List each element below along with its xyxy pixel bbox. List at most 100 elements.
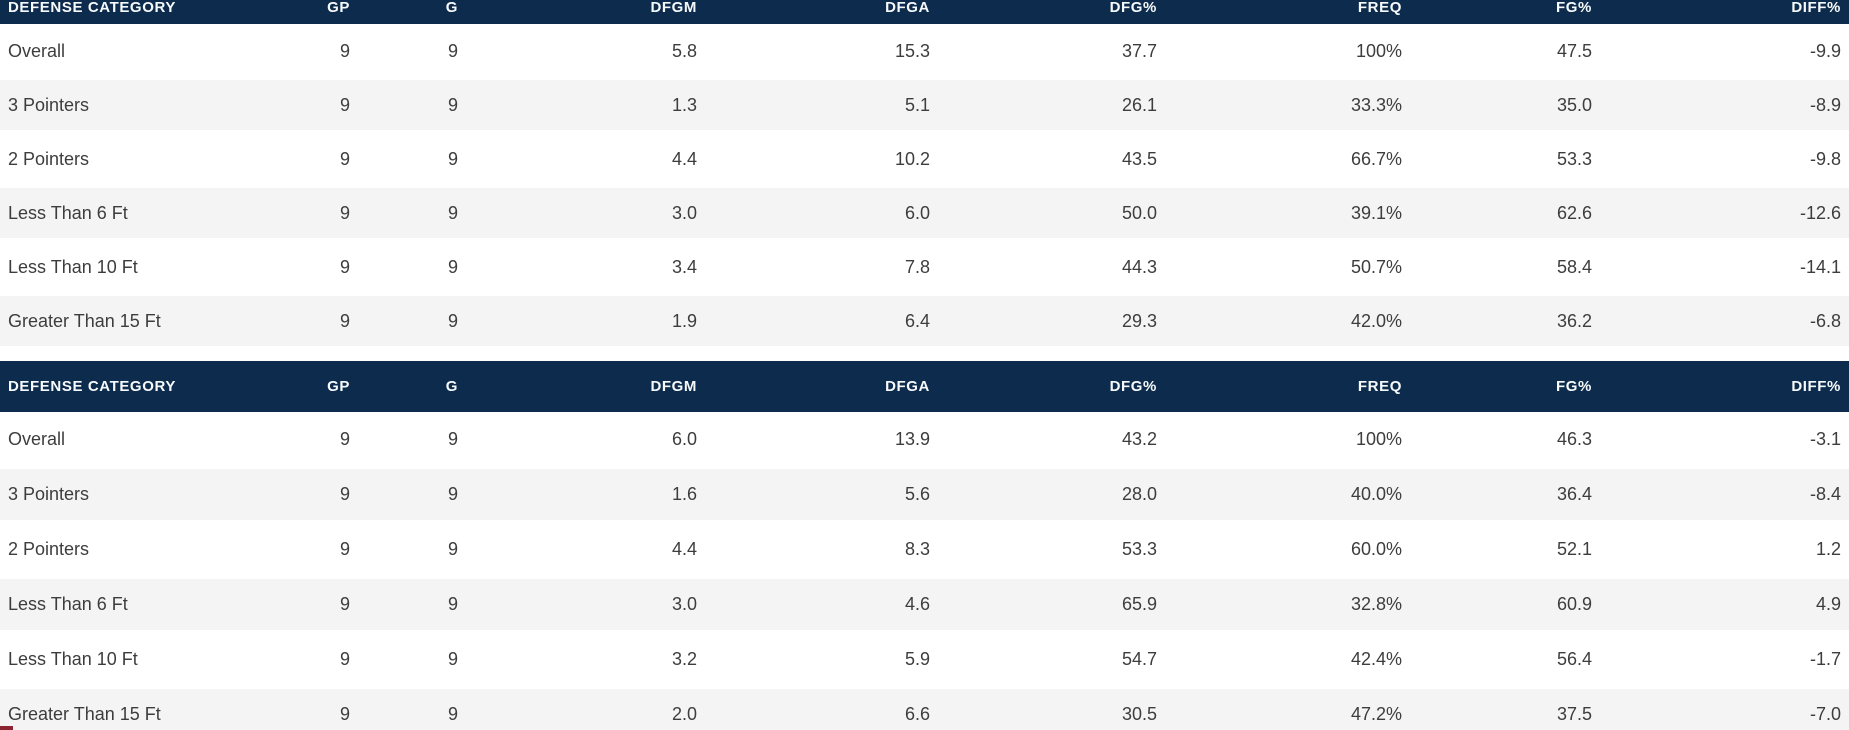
header-cell-dfg-[interactable]: DFG% [1109, 378, 1157, 395]
table-row: 3 Pointers 9 9 1.6 5.6 28.0 40.0% 36.4 -8.4 [0, 467, 1849, 522]
header-cell-dfgm[interactable]: DFGM [650, 0, 697, 16]
stat-cell: 9 [447, 539, 458, 559]
header-cell-defense-category[interactable]: DEFENSE CATEGORY [8, 378, 176, 395]
stat-cell: 9 [447, 704, 458, 724]
stat-cell: -12.6 [1799, 202, 1841, 223]
stat-cell: 9 [447, 649, 458, 669]
stat-cell: 50.0 [1121, 202, 1157, 223]
category-cell: 3 Pointers [8, 484, 90, 504]
header-cell-defense-category[interactable]: DEFENSE CATEGORY [8, 0, 176, 16]
stat-cell: 9 [447, 148, 458, 169]
category-cell: Less Than 10 Ft [8, 649, 138, 669]
table-row: 3 Pointers 9 9 1.3 5.1 26.1 33.3% 35.0 -8.9 [0, 78, 1849, 132]
category-cell: Greater Than 15 Ft [8, 704, 161, 724]
table-row: Overall 9 9 6.0 13.9 43.2 100% 46.3 -3.1 [0, 412, 1849, 467]
stat-cell: 9 [447, 310, 458, 331]
stat-cell: 42.0% [1350, 310, 1402, 331]
header-cell-gp[interactable]: GP [327, 378, 350, 395]
stat-cell: -14.1 [1799, 256, 1841, 277]
stat-cell: 9 [339, 594, 350, 614]
stat-cell: 9 [339, 484, 350, 504]
stat-cell: 46.3 [1556, 429, 1592, 449]
stat-cell: 3.0 [671, 594, 697, 614]
stat-cell: 60.0% [1350, 539, 1402, 559]
stat-cell: 100% [1355, 429, 1402, 449]
header-cell-g[interactable]: G [445, 378, 458, 395]
stat-cell: 9 [447, 594, 458, 614]
stat-cell: 29.3 [1121, 310, 1157, 331]
table-row: Greater Than 15 Ft 9 9 1.9 6.4 29.3 42.0% 36.2 -… [0, 294, 1849, 348]
stat-cell: 60.9 [1556, 594, 1592, 614]
stat-cell: 3.4 [671, 256, 697, 277]
stat-cell: -8.4 [1809, 484, 1841, 504]
stat-cell: 6.0 [904, 202, 930, 223]
table-row: Less Than 6 Ft 9 9 3.0 4.6 65.9 32.8% 60.9 4.9 [0, 577, 1849, 632]
category-cell: Less Than 6 Ft [8, 594, 128, 614]
stat-cell: 47.2% [1350, 704, 1402, 724]
stat-cell: 9 [339, 649, 350, 669]
stat-cell: 9 [447, 202, 458, 223]
stat-cell: 36.2 [1556, 310, 1592, 331]
stat-cell: 9 [339, 40, 350, 61]
header-cell-dfgm[interactable]: DFGM [650, 378, 697, 395]
category-cell: 2 Pointers [8, 539, 90, 559]
stat-cell: 37.7 [1121, 40, 1157, 61]
stat-cell: -7.0 [1809, 704, 1841, 724]
stat-cell: 10.2 [894, 148, 930, 169]
header-cell-dfg-[interactable]: DFG% [1109, 0, 1157, 16]
header-cell-fg-[interactable]: FG% [1556, 0, 1592, 16]
header-cell-dfga[interactable]: DFGA [885, 0, 930, 16]
header-cell-gp[interactable]: GP [327, 0, 350, 16]
stat-cell: -1.7 [1809, 649, 1841, 669]
corner-accent [0, 726, 13, 730]
stat-cell: 54.7 [1121, 649, 1157, 669]
stat-cell: 30.5 [1121, 704, 1157, 724]
stat-cell: 42.4% [1350, 649, 1402, 669]
table-header-row: DEFENSE CATEGORY GP G DFGM DFGA DFG% FREQ FG% DI… [0, 0, 1849, 24]
stat-cell: 50.7% [1350, 256, 1402, 277]
header-cell-dfga[interactable]: DFGA [885, 378, 930, 395]
stat-cell: 9 [447, 256, 458, 277]
stat-cell: 7.8 [904, 256, 930, 277]
stat-cell: 8.3 [904, 539, 930, 559]
stat-cell: 4.4 [671, 148, 697, 169]
stat-cell: 6.0 [671, 429, 697, 449]
stat-cell: 56.4 [1556, 649, 1592, 669]
stat-cell: 1.6 [671, 484, 697, 504]
stat-cell: 9 [447, 40, 458, 61]
stat-cell: 9 [339, 202, 350, 223]
stat-cell: 58.4 [1556, 256, 1592, 277]
stat-cell: -6.8 [1809, 310, 1841, 331]
stat-cell: 43.2 [1121, 429, 1157, 449]
stat-cell: 9 [339, 148, 350, 169]
header-cell-freq[interactable]: FREQ [1357, 0, 1402, 16]
category-cell: Greater Than 15 Ft [8, 310, 161, 331]
stat-cell: 52.1 [1556, 539, 1592, 559]
category-cell: Less Than 10 Ft [8, 256, 138, 277]
stat-cell: 9 [447, 484, 458, 504]
stat-cell: 100% [1355, 40, 1402, 61]
table-row: 2 Pointers 9 9 4.4 10.2 43.5 66.7% 53.3 -9.8 [0, 132, 1849, 186]
table-row: Less Than 10 Ft 9 9 3.4 7.8 44.3 50.7% 58.4 -14.… [0, 240, 1849, 294]
category-cell: 3 Pointers [8, 94, 90, 115]
stat-cell: 62.6 [1556, 202, 1592, 223]
stat-cell: 4.9 [1815, 594, 1841, 614]
stat-cell: -9.9 [1809, 40, 1841, 61]
table-spacer [0, 348, 1849, 361]
header-cell-freq[interactable]: FREQ [1357, 378, 1402, 395]
header-cell-diff-[interactable]: DIFF% [1791, 0, 1841, 16]
defense-category-table-2: DEFENSE CATEGORY GP G DFGM DFGA DFG% FREQ FG% DI… [0, 361, 1849, 730]
table-row: Greater Than 15 Ft 9 9 2.0 6.6 30.5 47.2% 37.5 -… [0, 687, 1849, 730]
stat-cell: 15.3 [894, 40, 930, 61]
stat-cell: 40.0% [1350, 484, 1402, 504]
table-row: Less Than 6 Ft 9 9 3.0 6.0 50.0 39.1% 62.6 -12.6 [0, 186, 1849, 240]
stat-cell: 53.3 [1121, 539, 1157, 559]
header-cell-g[interactable]: G [445, 0, 458, 16]
stat-cell: 4.4 [671, 539, 697, 559]
stat-cell: 5.1 [904, 94, 930, 115]
stat-cell: 5.9 [904, 649, 930, 669]
header-cell-diff-[interactable]: DIFF% [1791, 378, 1841, 395]
stat-cell: -9.8 [1809, 148, 1841, 169]
header-cell-fg-[interactable]: FG% [1556, 378, 1592, 395]
stat-cell: 1.9 [671, 310, 697, 331]
